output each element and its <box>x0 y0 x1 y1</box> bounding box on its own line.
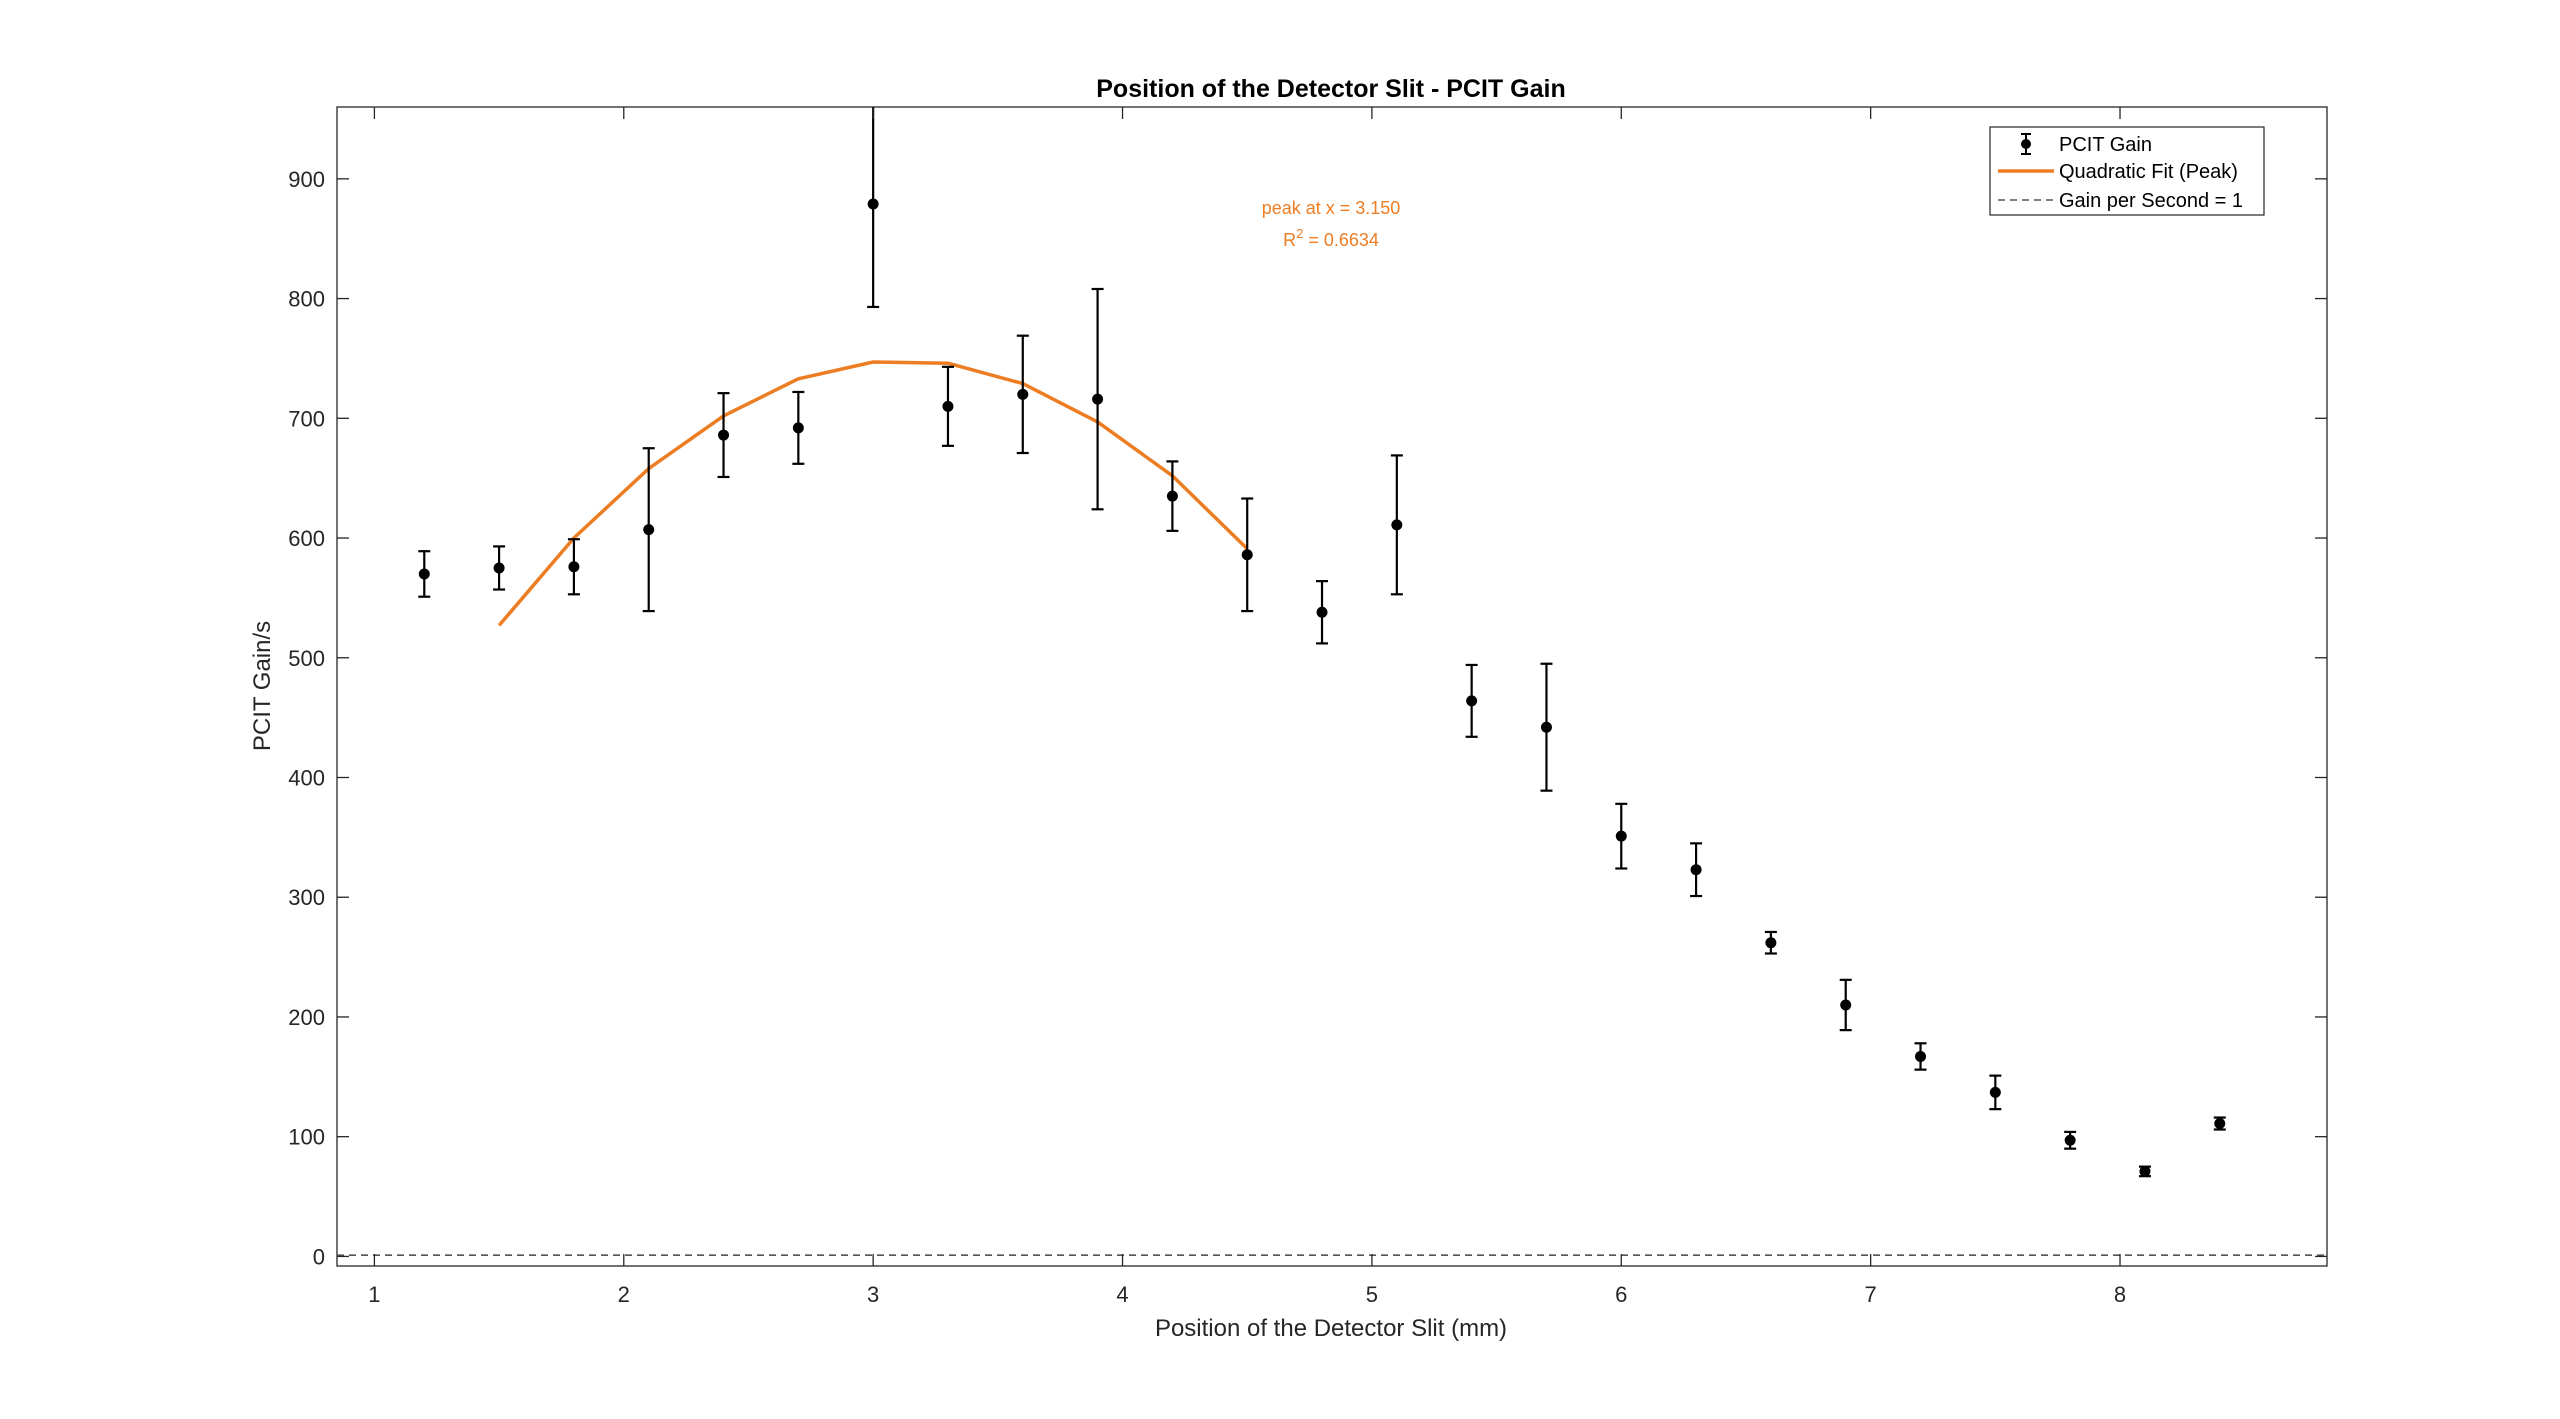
data-point <box>1166 490 1178 502</box>
data-point <box>1840 999 1852 1011</box>
fit-layer <box>497 360 1249 627</box>
data-point <box>1765 937 1777 949</box>
legend-label-pcit-gain: PCIT Gain <box>2059 134 2152 156</box>
data-point <box>942 400 954 412</box>
axes-box <box>336 106 2328 1267</box>
data-point <box>2214 1118 2226 1130</box>
data-point <box>867 198 879 210</box>
data-point <box>1915 1050 1927 1062</box>
x-tick-label: 6 <box>1615 1282 1627 1307</box>
data-point <box>2139 1165 2151 1177</box>
y-tick-label: 900 <box>288 167 325 192</box>
fit-line <box>497 360 1249 627</box>
legend-label-reference: Gain per Second = 1 <box>2059 190 2243 212</box>
y-tick-label: 500 <box>288 646 325 671</box>
ticks-layer <box>337 107 2327 1266</box>
x-tick-label: 5 <box>1366 1282 1378 1307</box>
x-tick-label: 4 <box>1116 1282 1128 1307</box>
data-point <box>1092 393 1104 405</box>
y-tick-labels: 0 100 200 300 400 500 600 700 800 900 <box>288 167 325 1270</box>
x-axis-title: Position of the Detector Slit (mm) <box>1155 1315 1507 1342</box>
y-tick-label: 800 <box>288 287 325 312</box>
data-point <box>418 568 430 580</box>
data-point <box>2064 1134 2076 1146</box>
data-point <box>1989 1086 2001 1098</box>
x-tick-labels: 1 2 3 4 5 6 7 8 <box>368 1282 2126 1307</box>
data-point <box>1241 549 1253 561</box>
x-tick-label: 2 <box>618 1282 630 1307</box>
y-tick-label: 400 <box>288 765 325 790</box>
data-point <box>493 562 505 574</box>
data-point <box>1391 519 1403 531</box>
data-point <box>792 422 804 434</box>
annotation-r-squared: R2 = 0.6634 <box>1283 226 1379 250</box>
data-point <box>1017 388 1029 400</box>
y-tick-label: 600 <box>288 526 325 551</box>
r-squared-superscript: 2 <box>1296 226 1303 241</box>
y-axis-title: PCIT Gain/s <box>249 621 276 751</box>
data-point <box>1615 830 1627 842</box>
legend: PCIT Gain Quadratic Fit (Peak) Gain per … <box>1989 126 2265 216</box>
x-tick-label: 8 <box>2114 1282 2126 1307</box>
data-point <box>1466 695 1478 707</box>
annotation: peak at x = 3.150 R2 = 0.6634 <box>1262 198 1401 250</box>
x-tick-label: 7 <box>1865 1282 1877 1307</box>
x-tick-label: 3 <box>867 1282 879 1307</box>
data-point <box>1316 606 1328 618</box>
y-tick-label: 0 <box>313 1244 325 1269</box>
data-point <box>643 524 655 536</box>
data-point <box>1540 721 1552 733</box>
chart-title: Position of the Detector Slit - PCIT Gai… <box>1096 75 1565 103</box>
legend-item-reference: Gain per Second = 1 <box>1998 190 2243 212</box>
r-squared-rest: = 0.6634 <box>1303 230 1379 250</box>
y-tick-label: 700 <box>288 406 325 431</box>
data-point <box>718 429 730 441</box>
legend-item-pcit-gain: PCIT Gain <box>2021 133 2152 156</box>
legend-item-quadratic-fit: Quadratic Fit (Peak) <box>1998 161 2238 183</box>
x-tick-label: 1 <box>368 1282 380 1307</box>
plot-area <box>336 106 2328 1267</box>
legend-label-quadratic-fit: Quadratic Fit (Peak) <box>2059 161 2238 183</box>
data-point <box>568 561 580 573</box>
legend-point-icon <box>2021 139 2031 149</box>
r-squared-base: R <box>1283 230 1296 250</box>
points-layer <box>418 198 2226 1177</box>
y-tick-label: 200 <box>288 1005 325 1030</box>
data-point <box>1690 864 1702 876</box>
y-tick-label: 100 <box>288 1125 325 1150</box>
annotation-peak: peak at x = 3.150 <box>1262 198 1401 218</box>
y-tick-label: 300 <box>288 885 325 910</box>
